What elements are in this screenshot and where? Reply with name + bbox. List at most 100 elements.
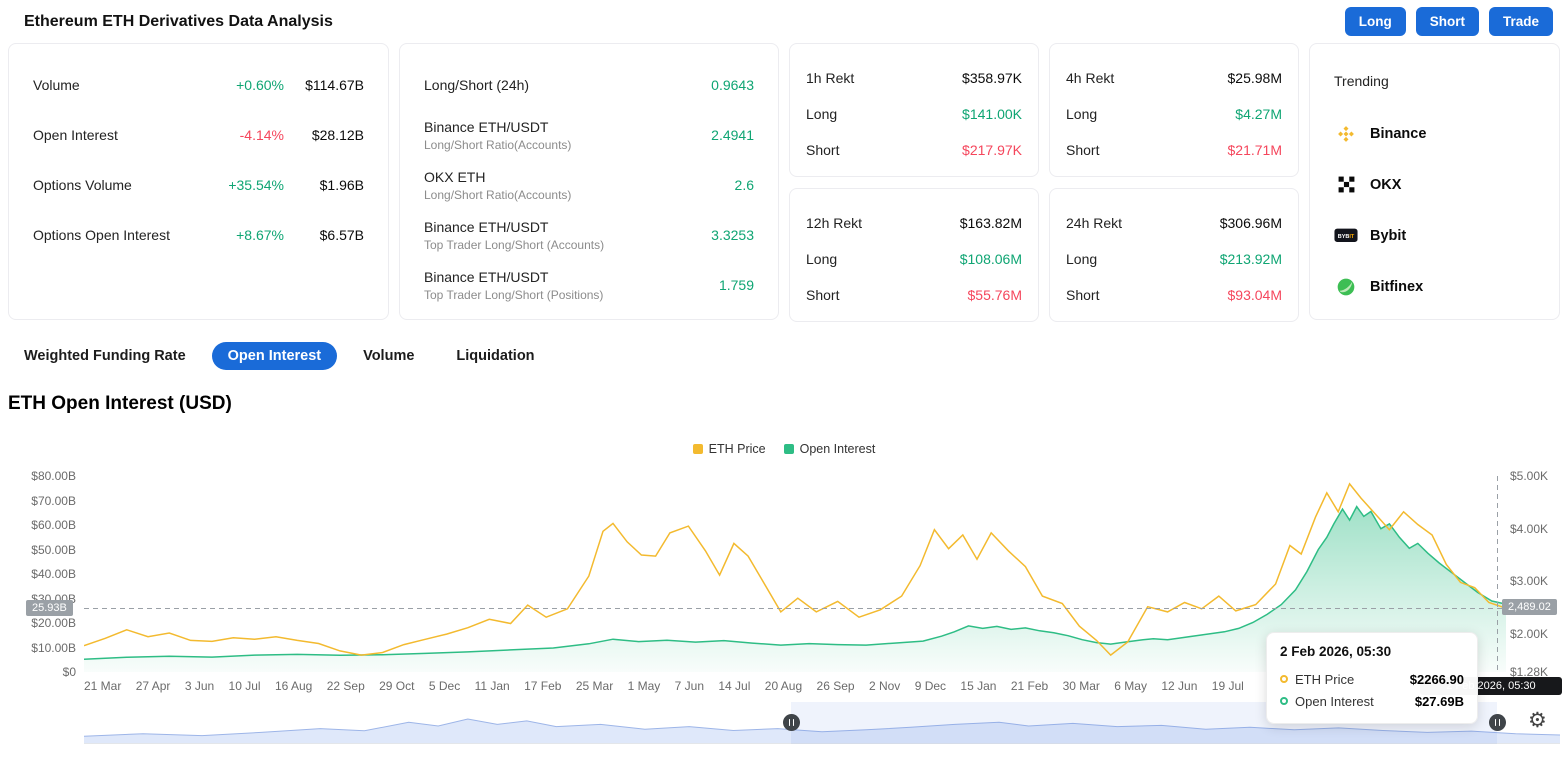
stat-change: +8.67% (236, 227, 284, 243)
ratio-row: Binance ETH/USDT Top Trader Long/Short (… (424, 210, 754, 260)
rekt-short-label: Short (806, 142, 840, 158)
y-right-tick: $1.28K (1510, 665, 1549, 679)
tooltip-series-label: Open Interest (1295, 693, 1374, 709)
navigator-handle-right[interactable] (1489, 714, 1506, 731)
chart-tooltip: 2 Feb 2026, 05:30 ETH Price $2266.90 Ope… (1266, 632, 1478, 724)
y-axis-left: $80.00B $70.00B $60.00B $50.00B $40.00B $30.0… (0, 469, 76, 679)
rekt-column-1: 1h Rekt $358.97K Long $141.00K Short $21… (789, 43, 1039, 322)
legend-label: Open Interest (799, 442, 876, 456)
tooltip-rows: ETH Price $2266.90 Open Interest $27.69B (1280, 668, 1464, 712)
tab-open-interest[interactable]: Open Interest (211, 342, 338, 370)
trade-button[interactable]: Trade (1488, 7, 1553, 36)
long-short-ratio-card: Long/Short (24h) 0.9643 Binance ETH/USDT… (399, 43, 779, 320)
y-left-tick: $70.00B (31, 493, 76, 508)
ratio-sublabel: Long/Short Ratio(Accounts) (424, 187, 572, 202)
x-axis-tick: 27 Apr (135, 679, 171, 693)
x-axis-tick: 21 Mar (84, 679, 122, 693)
stat-row: Volume +0.60% $114.67B (33, 60, 364, 110)
rekt-long-label: Long (806, 251, 838, 267)
x-axis-tick: 19 Jul (1211, 679, 1244, 693)
topbar: Ethereum ETH Derivatives Data Analysis L… (0, 0, 1568, 43)
stat-row: Options Volume +35.54% $1.96B (33, 160, 364, 210)
rekt-short-value: $55.76M (967, 287, 1022, 303)
x-axis-tick: 25 Mar (575, 679, 614, 693)
y-right-tick: $2.00K (1510, 627, 1549, 642)
rekt-short-value: $93.04M (1227, 287, 1282, 303)
y-axis-right: $5.00K $4.00K $3.00K $2.00K $1.28K (1510, 469, 1568, 679)
stat-change: +35.54% (228, 177, 284, 193)
tooltip-series-value: $2266.90 (1409, 671, 1464, 687)
tooltip-row: Open Interest $27.69B (1280, 690, 1464, 712)
trending-item-okx[interactable]: OKX (1334, 159, 1535, 210)
y-left-tick: $20.00B (31, 616, 76, 630)
ratio-label: Binance ETH/USDT (424, 218, 549, 235)
tooltip-row: ETH Price $2266.90 (1280, 668, 1464, 690)
tab-volume[interactable]: Volume (363, 348, 415, 364)
rekt-total: $163.82M (959, 215, 1022, 231)
x-axis-tick: 22 Sep (326, 679, 365, 693)
topbar-actions: Long Short Trade (1344, 7, 1553, 36)
legend-swatch (783, 444, 794, 454)
x-axis-tick: 14 Jul (718, 679, 751, 693)
trending-item-label: Bitfinex (1370, 278, 1424, 295)
tab-weighted-funding-rate[interactable]: Weighted Funding Rate (24, 348, 186, 364)
y-right-tick: $4.00K (1510, 521, 1549, 536)
y-right-tick: $3.00K (1510, 574, 1549, 589)
tooltip-series-value: $27.69B (1414, 693, 1464, 709)
stat-label: Volume (33, 77, 80, 93)
y-left-tick: $40.00B (31, 567, 76, 581)
x-axis-tick: 26 Sep (816, 679, 855, 693)
okx-icon (1334, 173, 1358, 197)
trending-item-label: OKX (1370, 176, 1402, 193)
legend-item-eth-price[interactable]: ETH Price (692, 442, 766, 456)
stat-value: $1.96B (319, 177, 364, 193)
ratio-value: 0.9643 (711, 77, 754, 93)
short-button[interactable]: Short (1415, 7, 1479, 36)
rekt-long-label: Long (1066, 251, 1098, 267)
tab-liquidation[interactable]: Liquidation (456, 348, 535, 364)
stats-rows: Volume +0.60% $114.67B Open Interest -4.… (33, 60, 364, 260)
chart-area: $80.00B $70.00B $60.00B $50.00B $40.00B $30.0… (0, 469, 1568, 757)
bitfinex-icon (1334, 275, 1358, 299)
trending-item-bybit[interactable]: BYBIT Bybit (1334, 210, 1535, 261)
ratio-value: 2.4941 (711, 127, 754, 143)
settings-icon[interactable]: ⚙ (1528, 709, 1547, 732)
x-axis-tick: 15 Jan (960, 679, 997, 693)
x-axis-tick: 17 Feb (524, 679, 562, 693)
trending-item-label: Bybit (1370, 227, 1407, 244)
legend-item-open-interest[interactable]: Open Interest (783, 442, 876, 456)
ratio-label: Long/Short (24h) (424, 77, 530, 93)
chart-tabs: Weighted Funding Rate Open Interest Volume… (8, 342, 551, 370)
x-axis-tick: 5 Dec (428, 679, 461, 693)
x-axis-tick: 20 Aug (764, 679, 803, 693)
series-marker-dot (1280, 697, 1288, 705)
y-left-tick: $10.00B (31, 640, 76, 655)
current-oi-badge: 25.93B (26, 599, 73, 616)
market-stats-card: Volume +0.60% $114.67B Open Interest -4.… (8, 43, 389, 320)
long-button[interactable]: Long (1344, 7, 1406, 36)
stat-value: $28.12B (311, 127, 364, 143)
stat-change: -4.14% (239, 127, 284, 143)
stat-label: Open Interest (33, 127, 118, 143)
x-axis-tick: 6 May (1114, 679, 1147, 693)
rekt-long-value: $213.92M (1219, 251, 1282, 267)
trending-item-binance[interactable]: Binance (1334, 108, 1535, 159)
y-left-tick: $0 (62, 665, 76, 679)
rekt-short-label: Short (806, 287, 840, 303)
rekt-title: 1h Rekt (806, 70, 855, 86)
y-left-tick: $80.00B (31, 469, 76, 483)
rekt-long-value: $4.27M (1235, 106, 1282, 122)
rekt-long-value: $141.00K (962, 106, 1022, 122)
stat-value: $6.57B (319, 227, 364, 243)
rekt-total: $306.96M (1219, 215, 1282, 231)
ratio-label: Binance ETH/USDT (424, 268, 549, 285)
navigator-handle-left[interactable] (783, 714, 800, 731)
x-axis-tick: 11 Jan (474, 679, 510, 693)
ratio-row: Long/Short (24h) 0.9643 (424, 60, 754, 110)
12h-rekt-card: 12h Rekt $163.82M Long $108.06M Short $5… (789, 188, 1039, 322)
x-axis-tick: 9 Dec (914, 679, 947, 693)
trending-item-bitfinex[interactable]: Bitfinex (1334, 261, 1535, 312)
trending-item-label: Binance (1370, 125, 1427, 142)
x-axis-tick: 12 Jun (1161, 679, 1198, 693)
ratio-row: Binance ETH/USDT Top Trader Long/Short (… (424, 260, 754, 310)
